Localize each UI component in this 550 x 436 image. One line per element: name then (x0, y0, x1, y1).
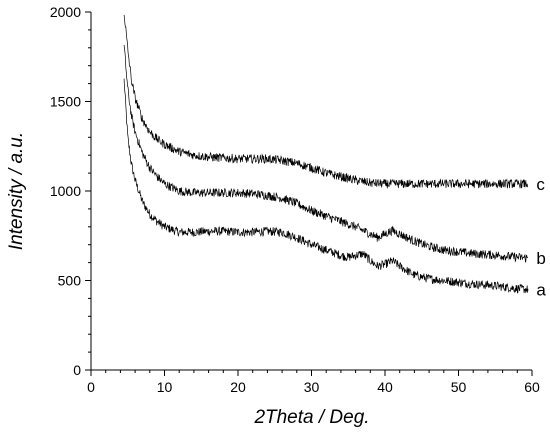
x-tick-label: 60 (524, 379, 540, 395)
series-label-c: c (536, 175, 545, 194)
series-label-b: b (536, 249, 545, 268)
axes: 0 10 20 30 40 50 60 0 500 1000 1500 2000 (50, 4, 540, 395)
x-axis-title: 2Theta / Deg. (253, 407, 369, 428)
x-tick-label: 40 (377, 379, 393, 395)
y-tick-label: 1500 (50, 94, 81, 110)
series-line-c (123, 14, 529, 189)
y-tick-label: 500 (58, 273, 82, 289)
x-tick-label: 30 (304, 379, 320, 395)
y-axis-title: Intensity / a.u. (6, 132, 27, 250)
labels-layer: ab c (536, 175, 546, 300)
series-label-a: a (536, 280, 546, 299)
series-line-b (123, 44, 529, 263)
x-tick-label: 50 (451, 379, 467, 395)
y-tick-label: 2000 (50, 4, 81, 20)
y-tick-label: 0 (73, 362, 81, 378)
series-layer (123, 14, 529, 294)
y-tick-label: 1000 (50, 183, 81, 199)
series-line-a (123, 78, 529, 294)
x-tick-label: 0 (87, 379, 95, 395)
x-tick-label: 10 (157, 379, 173, 395)
x-tick-label: 20 (230, 379, 246, 395)
